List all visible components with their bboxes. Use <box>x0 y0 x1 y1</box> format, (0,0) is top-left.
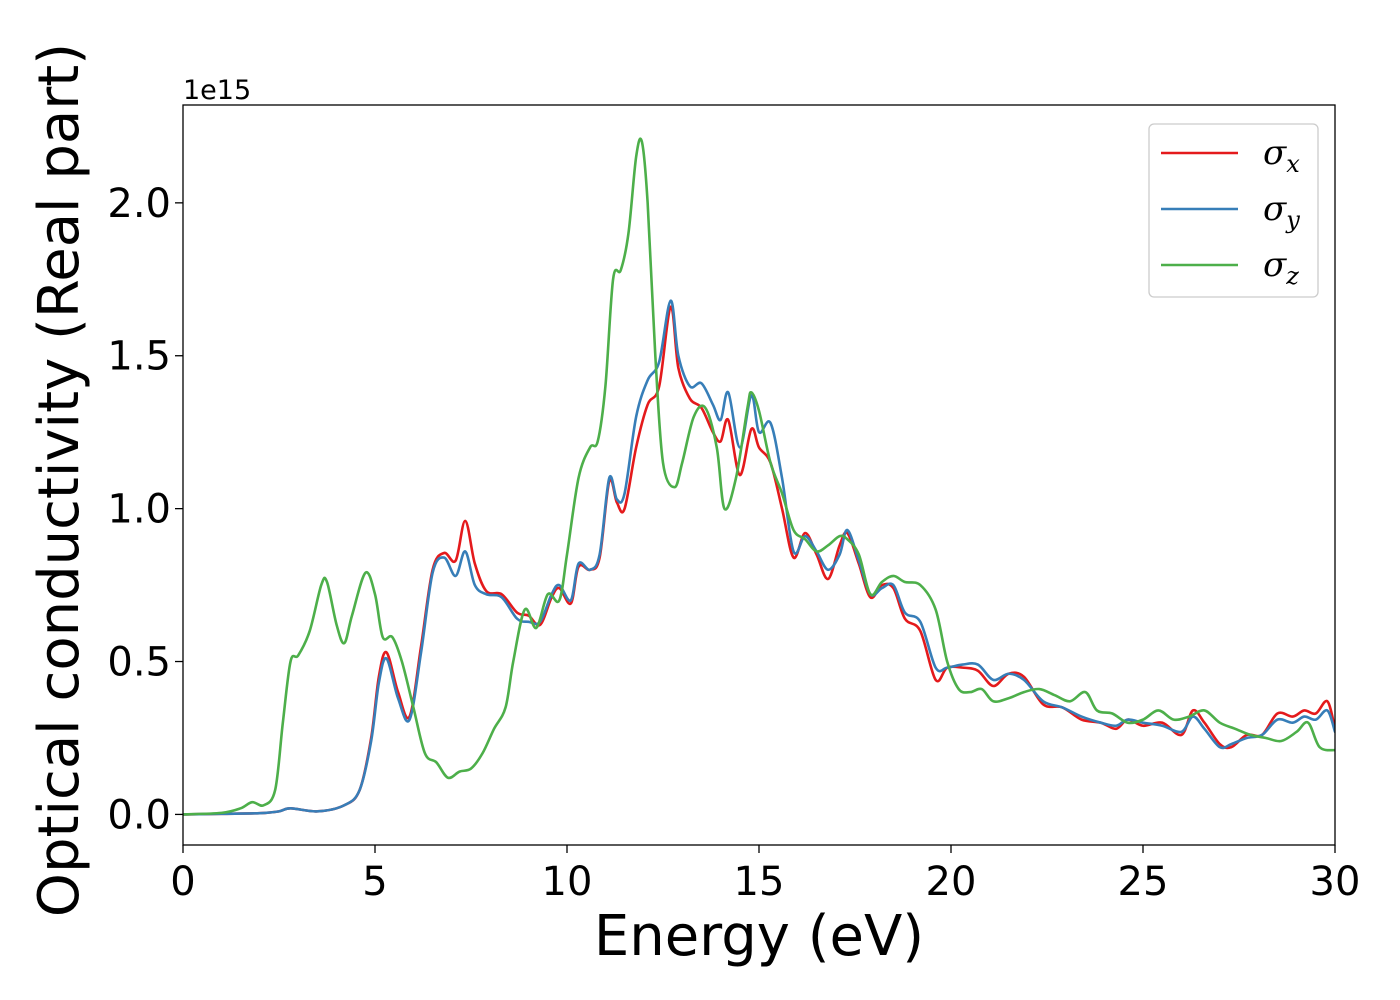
y-offset-label: 1e15 <box>183 75 251 106</box>
x-tick-label: 25 <box>1118 859 1169 905</box>
y-tick-label: 2.0 <box>107 181 171 227</box>
series-lines <box>183 137 1335 816</box>
legend: σx σy σz <box>1148 123 1319 298</box>
legend-label-z: σz <box>1263 245 1299 290</box>
x-tick-label: 0 <box>170 859 195 905</box>
x-tick-label: 15 <box>734 859 785 905</box>
x-axis-label: Energy (eV) <box>594 904 924 969</box>
y-tick-label: 0.0 <box>107 792 171 838</box>
x-tick-label: 20 <box>926 859 977 905</box>
series-line-z <box>183 137 1335 816</box>
x-axis-ticks: 0 5 10 15 20 25 30 <box>170 845 1360 905</box>
legend-box <box>1148 123 1319 298</box>
y-tick-label: 1.5 <box>107 334 171 380</box>
y-axis-ticks: 0.0 0.5 1.0 1.5 2.0 <box>107 181 183 838</box>
y-axis-label: Optical conductivity (Real part) <box>27 43 92 917</box>
x-tick-label: 5 <box>362 859 387 905</box>
legend-label-x: σx <box>1263 133 1300 178</box>
legend-label-y: σy <box>1263 189 1300 234</box>
y-tick-label: 0.5 <box>107 640 171 686</box>
x-tick-label: 30 <box>1310 859 1361 905</box>
x-tick-label: 10 <box>542 859 593 905</box>
y-tick-label: 1.0 <box>107 487 171 533</box>
